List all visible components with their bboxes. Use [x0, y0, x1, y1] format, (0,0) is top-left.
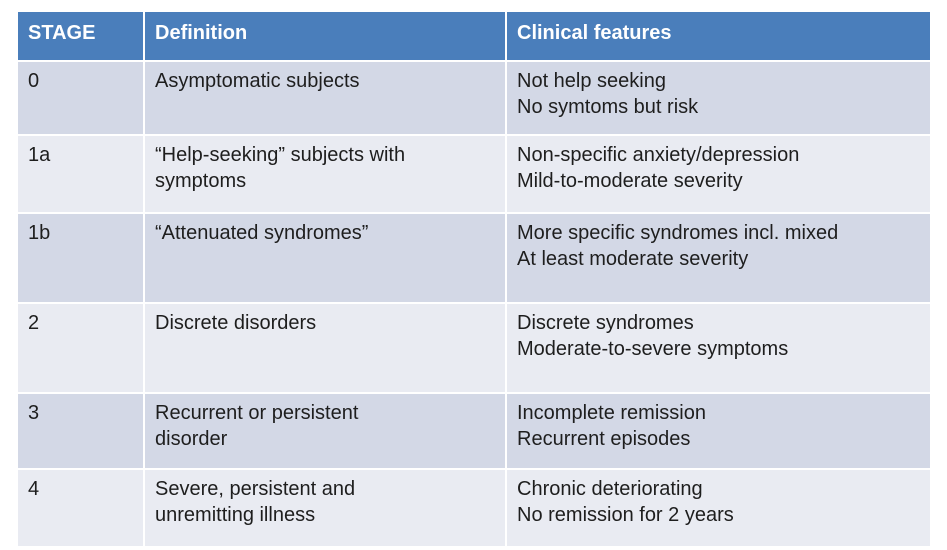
features-cell: Chronic deteriorating No remission for 2… — [507, 470, 930, 546]
staging-table: STAGE Definition Clinical features 0 Asy… — [18, 12, 930, 548]
header-stage: STAGE — [18, 12, 145, 60]
table-row: 4 Severe, persistent and unremitting ill… — [18, 470, 930, 548]
definition-line: disorder — [155, 428, 228, 450]
table-row: 1b “Attenuated syndromes” More specific … — [18, 214, 930, 304]
features-cell: Incomplete remission Recurrent episodes — [507, 394, 930, 468]
definition-line: “Attenuated syndromes” — [155, 222, 369, 244]
definition-line: unremitting illness — [155, 504, 316, 526]
header-definition: Definition — [145, 12, 507, 60]
table-row: 1a “Help-seeking” subjects with symptoms… — [18, 136, 930, 214]
table-row: 0 Asymptomatic subjects Not help seeking… — [18, 62, 930, 136]
feature-line: No symtoms but risk — [517, 96, 699, 118]
definition-cell: “Help-seeking” subjects with symptoms — [145, 136, 507, 212]
features-cell: Not help seeking No symtoms but risk — [507, 62, 930, 134]
table-row: 3 Recurrent or persistent disorder Incom… — [18, 394, 930, 470]
feature-line: More specific syndromes incl. mixed — [517, 222, 839, 244]
stage-cell: 3 — [18, 394, 145, 468]
feature-line: Non-specific anxiety/depression — [517, 144, 800, 166]
stage-cell: 0 — [18, 62, 145, 134]
feature-line: Discrete syndromes — [517, 312, 694, 334]
definition-line: Discrete disorders — [155, 312, 317, 334]
definition-cell: Asymptomatic subjects — [145, 62, 507, 134]
feature-line: Moderate-to-severe symptoms — [517, 338, 789, 360]
table-row: 2 Discrete disorders Discrete syndromes … — [18, 304, 930, 394]
stage-cell: 1b — [18, 214, 145, 302]
definition-line: Severe, persistent and — [155, 478, 356, 500]
feature-line: Not help seeking — [517, 70, 666, 92]
feature-line: Incomplete remission — [517, 402, 706, 424]
definition-cell: Recurrent or persistent disorder — [145, 394, 507, 468]
definition-cell: Severe, persistent and unremitting illne… — [145, 470, 507, 546]
feature-line: At least moderate severity — [517, 248, 749, 270]
definition-line: Asymptomatic subjects — [155, 70, 360, 92]
definition-line: “Help-seeking” subjects with — [155, 144, 406, 166]
table-header-row: STAGE Definition Clinical features — [18, 12, 930, 62]
definition-line: symptoms — [155, 170, 247, 192]
features-cell: Non-specific anxiety/depression Mild-to-… — [507, 136, 930, 212]
definition-line: Recurrent or persistent — [155, 402, 359, 424]
stage-cell: 4 — [18, 470, 145, 546]
features-cell: Discrete syndromes Moderate-to-severe sy… — [507, 304, 930, 392]
feature-line: Chronic deteriorating — [517, 478, 703, 500]
header-clinical-features: Clinical features — [517, 22, 672, 44]
definition-cell: Discrete disorders — [145, 304, 507, 392]
feature-line: No remission for 2 years — [517, 504, 734, 526]
stage-cell: 2 — [18, 304, 145, 392]
feature-line: Recurrent episodes — [517, 428, 691, 450]
features-cell: More specific syndromes incl. mixed At l… — [507, 214, 930, 302]
stage-cell: 1a — [18, 136, 145, 212]
feature-line: Mild-to-moderate severity — [517, 170, 743, 192]
definition-cell: “Attenuated syndromes” — [145, 214, 507, 302]
